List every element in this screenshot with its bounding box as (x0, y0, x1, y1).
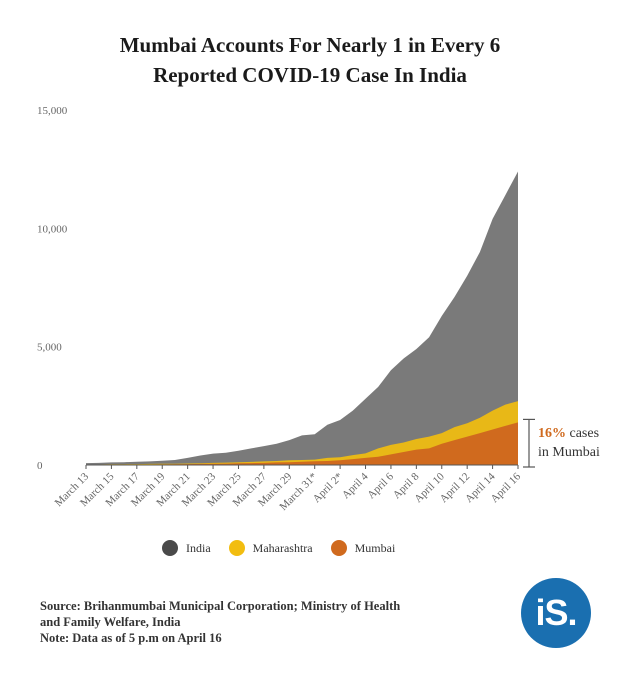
legend-swatch-maharashtra (228, 540, 245, 556)
legend-label-india: India (186, 540, 211, 555)
legend-swatch-india (162, 540, 178, 556)
x-tick-label: April 4 (340, 470, 371, 501)
legend-item-maharashtra: Maharashtra (228, 540, 313, 556)
annotation-text-2: in Mumbai (538, 445, 600, 460)
y-tick-label: 10,000 (37, 223, 68, 235)
legend-item-india: India (162, 540, 211, 556)
y-tick-label: 5,000 (37, 342, 62, 354)
legend-label-mumbai: Mumbai (354, 540, 396, 555)
x-tick-label: April 6 (365, 470, 396, 501)
source-note: Source: Brihanmumbai Municipal Corporati… (40, 598, 460, 646)
legend-swatch-mumbai (330, 540, 347, 556)
area-india (86, 171, 518, 465)
chart-title: Mumbai Accounts For Nearly 1 in Every 6 … (0, 30, 620, 90)
mumbai-share-annotation: 16% cases in Mumbai (538, 424, 600, 462)
annotation-percent: 16% (538, 426, 566, 441)
annotation-text-1: cases (566, 426, 600, 441)
indiaspend-logo: iS. (521, 578, 591, 648)
source-line-2: and Family Welfare, India (40, 615, 181, 629)
chart-title-line-1: Mumbai Accounts For Nearly 1 in Every 6 (119, 33, 501, 57)
area-maharashtra (86, 401, 518, 465)
source-line-1: Source: Brihanmumbai Municipal Corporati… (40, 599, 401, 613)
legend-item-mumbai: Mumbai (330, 540, 396, 556)
area-mumbai (86, 422, 518, 465)
y-tick-label: 0 (37, 460, 43, 472)
chart-legend: India Maharashtra Mumbai (162, 540, 395, 556)
y-tick-label: 15,000 (37, 105, 68, 117)
data-note: Note: Data as of 5 p.m on April 16 (40, 631, 222, 645)
chart-title-line-2: Reported COVID-19 Case In India (153, 63, 467, 87)
legend-label-maharashtra: Maharashtra (252, 540, 313, 555)
